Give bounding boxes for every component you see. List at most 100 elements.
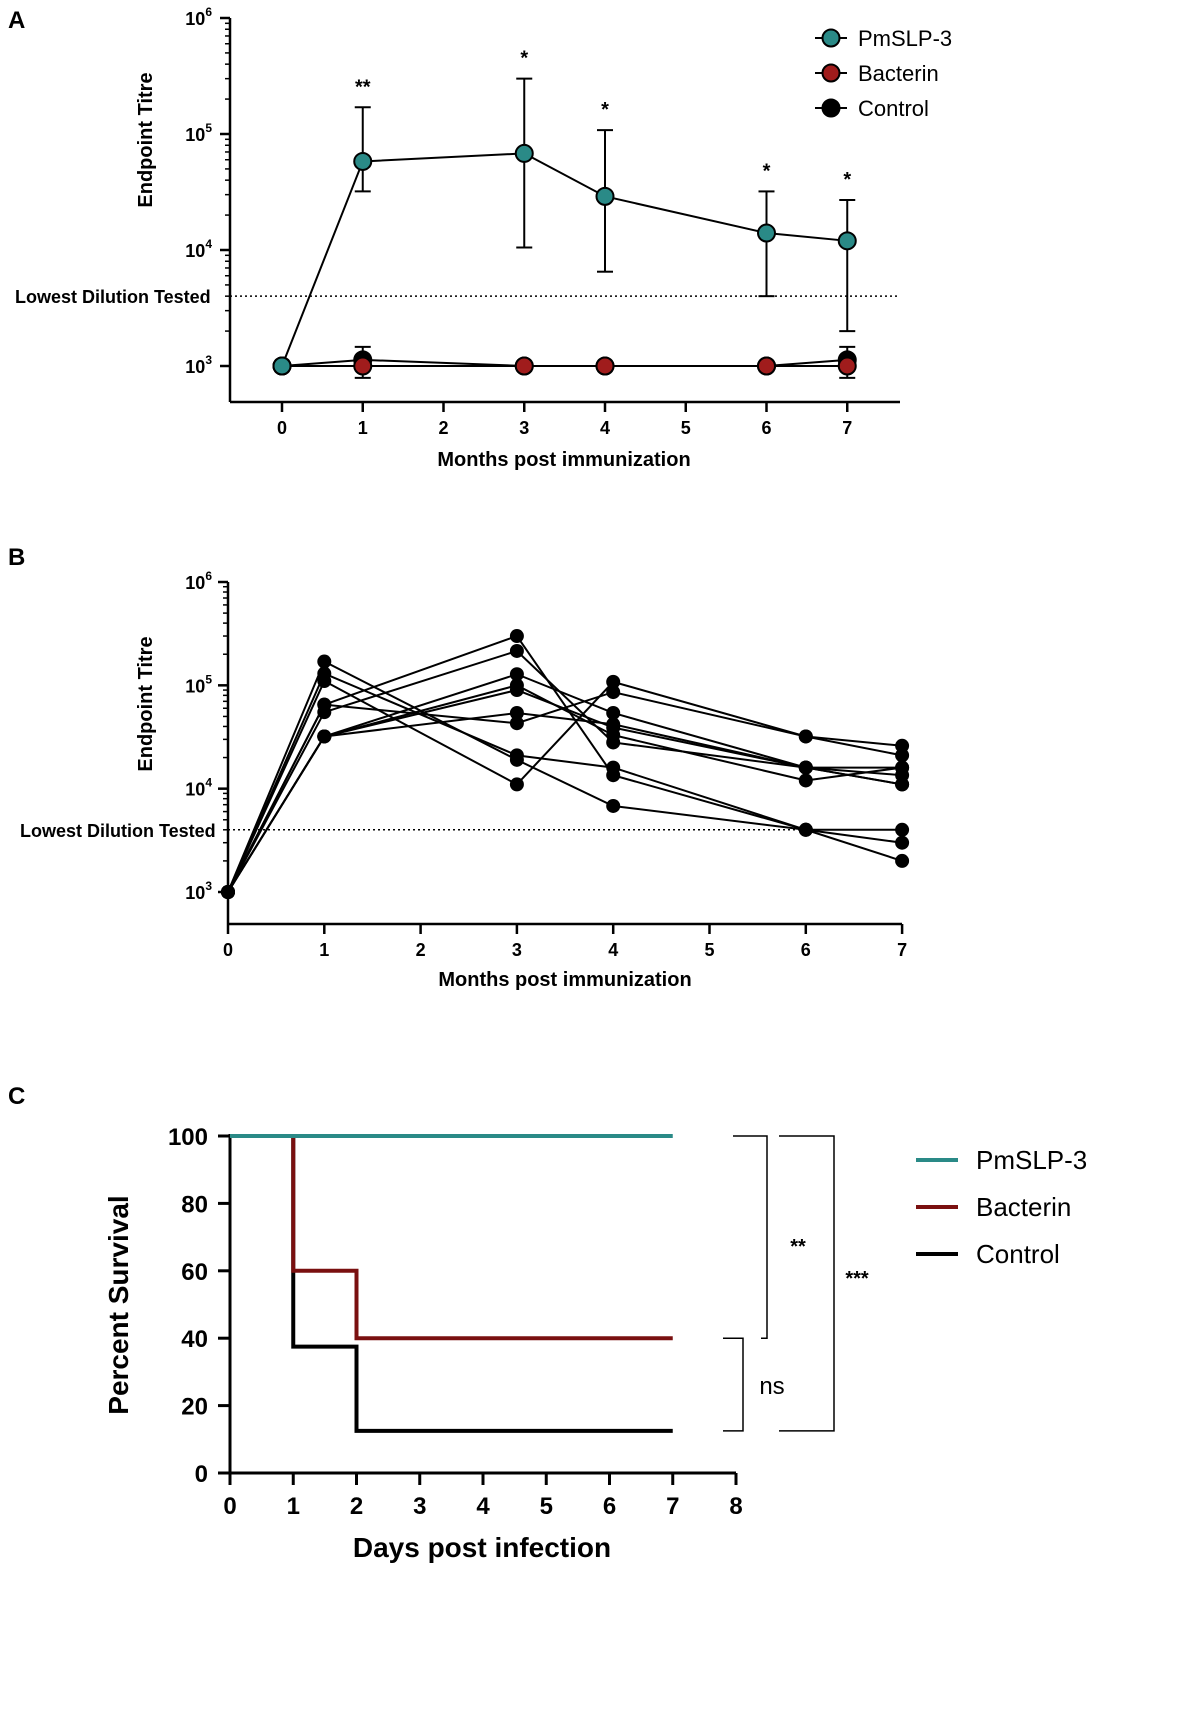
- x-tick-label: 7: [666, 1493, 679, 1520]
- comparison-label: **: [790, 1236, 806, 1258]
- x-axis-title: Months post immunization: [437, 449, 690, 471]
- data-point: [509, 667, 524, 682]
- legend-marker: [821, 98, 841, 118]
- x-tick-label: 3: [512, 940, 522, 960]
- data-point: [317, 697, 332, 712]
- data-point: [606, 674, 621, 689]
- series-animal-10: [221, 683, 910, 899]
- y-tick-label: 60: [181, 1259, 208, 1286]
- comparison-label: ns: [759, 1373, 784, 1400]
- data-point: [595, 356, 615, 376]
- data-point: [606, 798, 621, 813]
- x-tick-label: 1: [287, 1493, 300, 1520]
- data-point: [317, 674, 332, 689]
- y-tick-label: 103: [185, 879, 212, 903]
- x-tick-label: 3: [519, 418, 529, 438]
- significance-annotation: *: [763, 160, 771, 182]
- data-point: [606, 685, 621, 700]
- data-point: [837, 356, 857, 376]
- bracket-pmslp-control: [779, 1135, 835, 1432]
- series-line: [227, 689, 903, 893]
- x-tick-label: 6: [801, 940, 811, 960]
- x-axis-title: Months post immunization: [438, 969, 691, 991]
- legend-label: Bacterin: [976, 1192, 1071, 1222]
- data-point: [895, 748, 910, 763]
- legend-label: PmSLP-3: [976, 1145, 1087, 1175]
- y-tick-label: 100: [168, 1124, 208, 1151]
- x-tick-label: 0: [277, 418, 287, 438]
- x-tick-label: 6: [603, 1493, 616, 1520]
- series-line: [227, 672, 903, 893]
- data-point: [221, 885, 235, 899]
- significance-annotation: *: [601, 99, 609, 121]
- data-point: [509, 705, 524, 720]
- x-axis-title: Days post infection: [353, 1532, 611, 1563]
- y-tick-label: 0: [195, 1461, 208, 1488]
- x-tick-label: 1: [319, 940, 329, 960]
- x-tick-label: 5: [540, 1493, 553, 1520]
- comparison-label: ***: [845, 1268, 869, 1290]
- x-tick-label: 3: [413, 1493, 426, 1520]
- y-tick-label: 105: [185, 121, 212, 145]
- panel-a: A 103 104 105 106 0 1 2 3 4 5 6 7 Months post immuniz…: [8, 5, 952, 471]
- data-point: [509, 748, 524, 763]
- x-tick-label: 2: [350, 1493, 363, 1520]
- x-tick-label: 4: [476, 1493, 490, 1520]
- data-point: [895, 738, 910, 753]
- y-tick-label: 106: [185, 5, 212, 29]
- y-tick-label: 104: [185, 237, 212, 261]
- legend-a: PmSLP-3 Bacterin Control: [815, 26, 952, 121]
- legend-label: PmSLP-3: [858, 26, 952, 51]
- data-point: [798, 760, 813, 775]
- data-point: [798, 773, 813, 788]
- x-tick-label: 4: [600, 418, 610, 438]
- data-point: [798, 729, 813, 744]
- data-point: [895, 777, 910, 792]
- panel-label-a: A: [8, 7, 25, 34]
- series-line: [281, 152, 848, 367]
- y-axis-title: Percent Survival: [103, 1195, 134, 1414]
- data-point: [509, 629, 524, 644]
- data-point: [895, 853, 910, 868]
- data-point: [895, 835, 910, 850]
- bracket-pmslp-bacterin: [733, 1135, 768, 1339]
- x-tick-label: 2: [438, 418, 448, 438]
- significance-annotation: *: [520, 48, 528, 70]
- x-tick-label: 0: [223, 1493, 236, 1520]
- legend-marker: [821, 28, 841, 48]
- series-line: [227, 660, 903, 893]
- data-point: [353, 356, 373, 376]
- x-tick-label: 0: [223, 940, 233, 960]
- significance-annotation: **: [355, 76, 371, 98]
- x-tick-label: 5: [704, 940, 714, 960]
- series-pmslp-3: [272, 77, 857, 376]
- data-point: [509, 683, 524, 698]
- panel-b: B 103 104 105 106 0 1 2 3 4 5 6 7 Months post immuniz…: [8, 544, 910, 991]
- legend-label: Control: [976, 1239, 1060, 1269]
- y-tick-label: 40: [181, 1326, 208, 1353]
- data-point: [509, 777, 524, 792]
- panel-label-b: B: [8, 544, 25, 571]
- data-point: [837, 231, 857, 251]
- data-point: [757, 356, 776, 376]
- y-tick-label: 20: [181, 1394, 208, 1421]
- survival-curve-control: [230, 1134, 673, 1433]
- data-point: [606, 720, 621, 735]
- survival-curve-bacterin: [230, 1134, 673, 1341]
- data-point: [509, 716, 524, 731]
- data-point: [757, 223, 776, 243]
- x-tick-label: 5: [681, 418, 691, 438]
- x-tick-label: 2: [416, 940, 426, 960]
- data-point: [317, 654, 332, 669]
- y-axis-title: Endpoint Titre: [135, 636, 157, 771]
- data-point: [895, 822, 910, 837]
- series-bacterin: [272, 356, 857, 376]
- y-tick-label: 105: [185, 672, 212, 696]
- y-tick-label: 106: [185, 569, 212, 593]
- x-tick-label: 6: [761, 418, 771, 438]
- data-point: [798, 822, 813, 837]
- reference-line-label: Lowest Dilution Tested: [20, 821, 216, 841]
- data-point: [317, 729, 332, 744]
- x-tick-label: 8: [729, 1493, 742, 1520]
